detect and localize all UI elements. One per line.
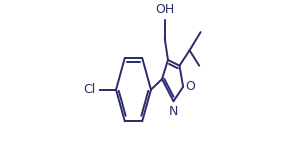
Text: N: N (168, 105, 178, 118)
Text: OH: OH (155, 3, 174, 16)
Text: Cl: Cl (84, 83, 96, 96)
Text: O: O (185, 80, 195, 93)
